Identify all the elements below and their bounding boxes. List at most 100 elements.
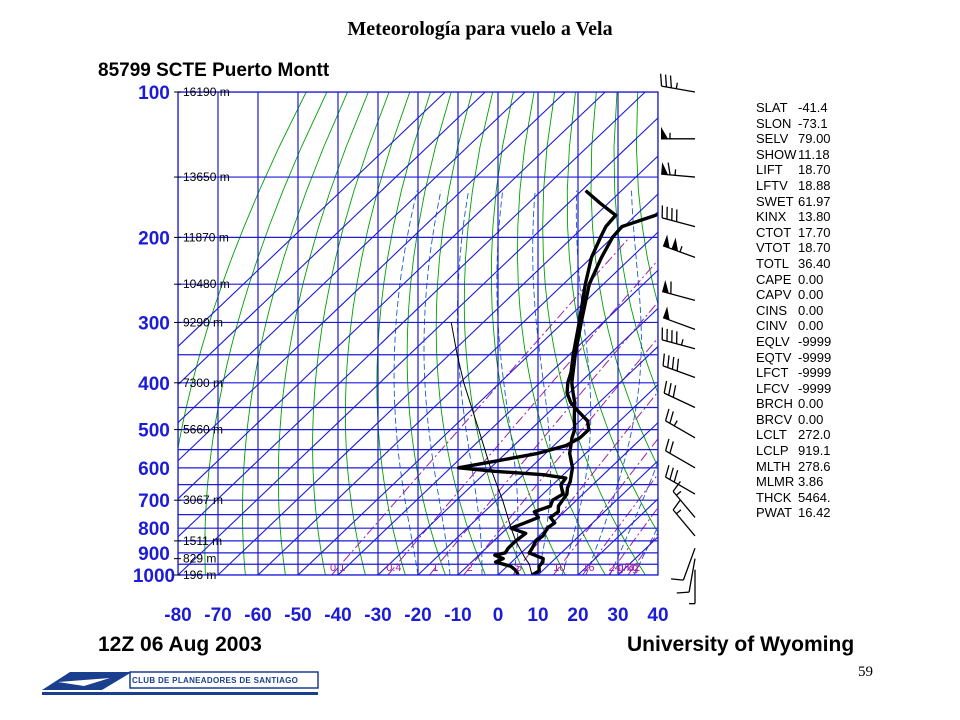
isotherm: [497, 421, 658, 575]
mixing-ratio-label: 32: [628, 562, 640, 574]
pressure-tick-label: 600: [138, 459, 170, 480]
index-value: -9999: [798, 365, 832, 381]
wind-barb: [676, 558, 696, 594]
dry-adiabat: [204, 92, 328, 575]
index-value: 5464.: [798, 489, 831, 505]
temperature-tick-label: -10: [444, 605, 471, 626]
date-label: 12Z 06 Aug 2003: [98, 633, 262, 656]
mixing-ratio-label: 10: [553, 562, 565, 574]
wind-barb-staff: [661, 85, 696, 93]
index-key: KINX: [756, 209, 787, 225]
pressure-tick-label: 1000: [133, 566, 175, 587]
height-label: 7300 m: [183, 376, 223, 390]
wind-barb-staff: [665, 476, 696, 495]
index-row: BRCV 0.00: [756, 412, 846, 428]
index-row: SHOW 11.18: [756, 147, 846, 163]
index-row: VTOT 18.70: [756, 240, 846, 256]
index-key: SHOW: [756, 146, 797, 162]
height-label: 5660 m: [183, 423, 223, 437]
dry-adiabat: [886, 92, 960, 575]
mixing-ratio-label: 5: [516, 562, 522, 574]
wind-barb-staff: [661, 339, 696, 350]
wind-barb-half-flag: [675, 490, 682, 496]
wind-barb-flag: [669, 467, 674, 480]
index-value: 18.88: [798, 177, 831, 193]
pressure-tick-label: 300: [138, 313, 170, 334]
index-key: LFCT: [756, 365, 789, 381]
wind-barb-flag: [664, 74, 668, 88]
index-row: PWAT 16.42: [756, 505, 846, 521]
index-key: MLMR: [756, 474, 795, 490]
wind-barb: [672, 480, 696, 518]
temperature-tick-label: 20: [567, 605, 588, 626]
index-key: CINS: [756, 302, 788, 318]
dry-adiabat: [866, 92, 960, 575]
wind-barb-half-flag: [680, 339, 684, 346]
temperature-tick-label: 0: [493, 605, 504, 626]
isotherm: [337, 269, 658, 575]
isotherm: [178, 92, 606, 500]
isotherm: [178, 92, 646, 538]
index-row: LFTV 18.88: [756, 178, 846, 194]
wind-barb-pennant: [661, 126, 668, 139]
wind-barb-flag: [676, 591, 690, 594]
height-label: 196 m: [183, 568, 216, 582]
index-key: LCLT: [756, 427, 787, 443]
index-row: CINS 0.00: [756, 303, 846, 319]
wind-barb-staff: [688, 558, 696, 593]
wind-barb: [664, 438, 696, 469]
temperature-line: [527, 211, 658, 575]
mixing-ratio-label: 0.4: [386, 562, 401, 574]
chart-title: 85799 SCTE Puerto Montt: [98, 60, 330, 81]
index-row: SLAT -41.4: [756, 100, 846, 116]
height-label: 13650 m: [183, 170, 230, 184]
index-key: SLAT: [756, 100, 788, 115]
isotherm: [178, 117, 658, 575]
index-value: 3.86: [798, 474, 824, 490]
wind-barb: [659, 73, 696, 93]
index-value: 272.0: [798, 427, 831, 443]
temperature-tick-label: -60: [244, 605, 271, 626]
index-key: CTOT: [756, 224, 792, 240]
index-value: 61.97: [798, 193, 831, 209]
wind-barb-flag: [672, 385, 677, 398]
index-value: -41.4: [798, 100, 828, 115]
isotherm: [178, 92, 486, 386]
wind-barb-flag: [671, 578, 684, 581]
index-value: -73.1: [798, 115, 828, 131]
wind-barb-pennant: [663, 234, 670, 249]
wind-barb-staff: [662, 365, 696, 379]
index-value: 79.00: [798, 131, 831, 147]
dry-adiabat: [277, 92, 369, 575]
wind-barb-flag: [662, 353, 665, 366]
moist-adiabat: [585, 190, 642, 575]
index-row: SELV 79.00: [756, 131, 846, 147]
stability-indices-table: SLAT -41.4 SLON -73.1 SELV 79.00 SHOW 11.18 LIFT…: [756, 100, 846, 521]
index-key: LFTV: [756, 177, 788, 193]
pressure-tick-label: 700: [138, 491, 170, 512]
index-row: EQLV -9999: [756, 334, 846, 350]
index-key: CINV: [756, 318, 788, 334]
wind-barb: [671, 547, 696, 581]
index-value: -9999: [798, 333, 832, 349]
height-label: 829 m: [183, 552, 216, 566]
wind-barb-flag: [664, 438, 670, 452]
mixing-ratio-label: 16: [582, 562, 594, 574]
page-number: 59: [858, 664, 873, 680]
temperature-tick-label: -30: [364, 605, 391, 626]
wind-barb-flag: [671, 356, 675, 370]
mixing-ratio-label: 0.1: [330, 562, 345, 574]
index-key: SLON: [756, 115, 792, 131]
index-row: CAPV 0.00: [756, 287, 846, 303]
index-value: 0.00: [798, 411, 824, 427]
index-value: 0.00: [798, 271, 824, 287]
wind-barb-pennant: [671, 237, 679, 252]
pressure-tick-label: 900: [138, 544, 170, 565]
wind-barb-flag: [664, 408, 670, 422]
index-value: 18.70: [798, 240, 831, 256]
temperature-tick-label: 10: [527, 605, 548, 626]
index-row: LCLP 919.1: [756, 443, 846, 459]
index-row: BRCH 0.00: [756, 396, 846, 412]
mixing-ratio-line: [512, 390, 658, 575]
